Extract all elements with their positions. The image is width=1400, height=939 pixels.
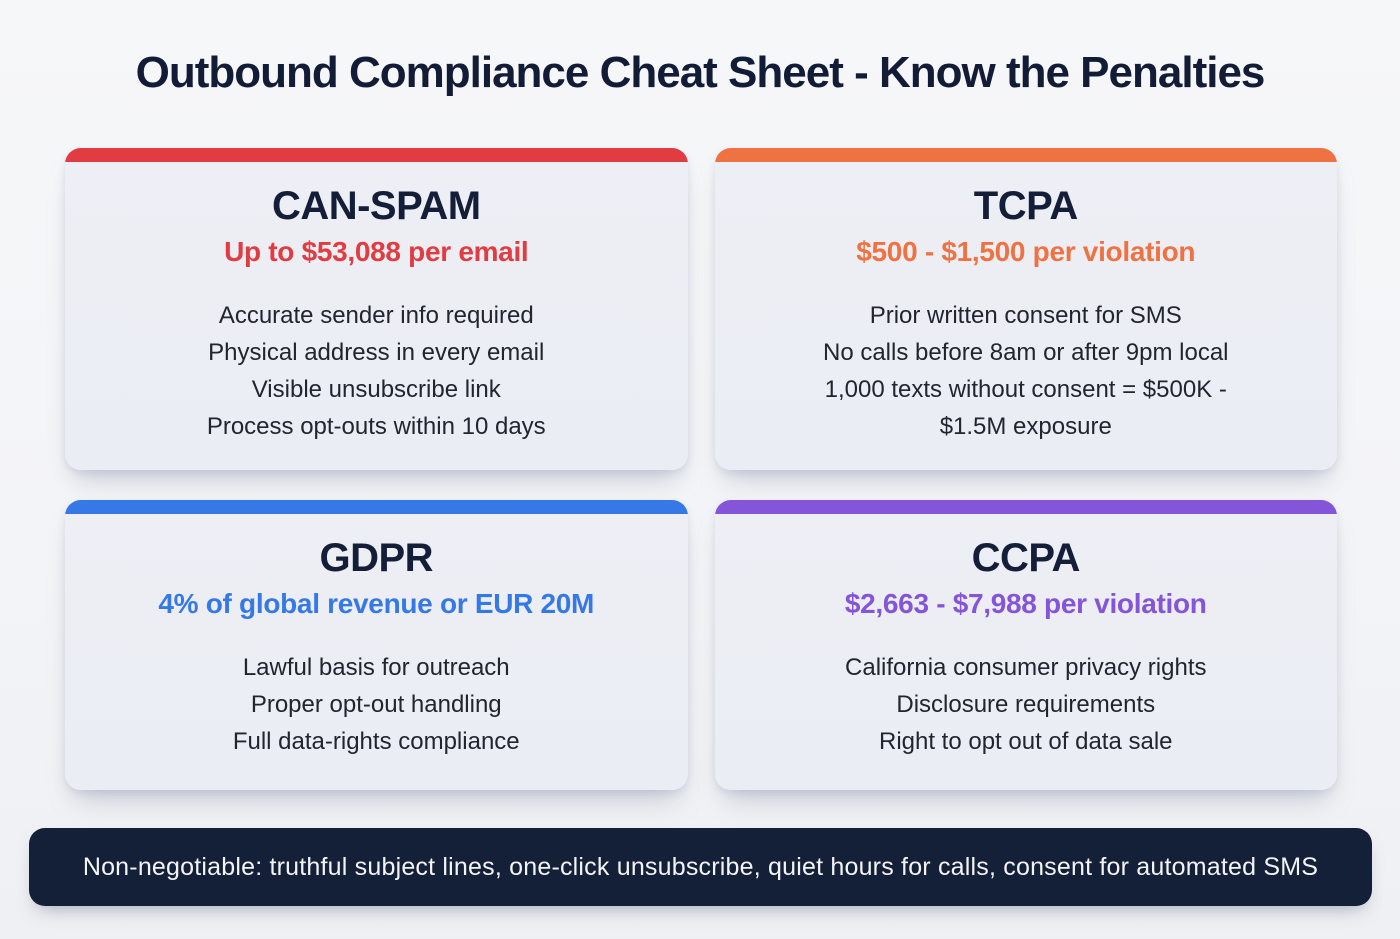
card-gdpr: GDPR 4% of global revenue or EUR 20M Law… [65,500,688,790]
can-spam-points: Accurate sender info required Physical a… [177,297,576,445]
gdpr-title: GDPR [319,536,434,580]
tcpa-point-continued: $1.5M exposure [939,412,1112,440]
gdpr-accent-bar [65,500,688,514]
ccpa-point: California consumer privacy rights [845,653,1207,681]
gdpr-point: Lawful basis for outreach [242,653,510,681]
tcpa-points: Prior written consent for SMS No calls b… [793,297,1259,445]
gdpr-penalty: 4% of global revenue or EUR 20M [158,588,595,619]
ccpa-points: California consumer privacy rights Discl… [815,649,1236,760]
card-can-spam: CAN-SPAM Up to $53,088 per email Accurat… [65,148,688,470]
ccpa-penalty: $2,663 - $7,988 per violation [844,588,1207,619]
page-title: Outbound Compliance Cheat Sheet - Know t… [135,48,1266,97]
can-spam-penalty: Up to $53,088 per email [224,236,529,267]
footer-note: Non-negotiable: truthful subject lines, … [82,852,1319,881]
tcpa-point: Prior written consent for SMS [869,301,1182,329]
card-tcpa: TCPA $500 - $1,500 per violation Prior w… [714,148,1337,470]
gdpr-point: Full data-rights compliance [232,727,520,755]
footer-bar: Non-negotiable: truthful subject lines, … [29,828,1372,906]
tcpa-accent-bar [714,148,1337,162]
gdpr-point: Proper opt-out handling [250,690,502,718]
ccpa-point: Right to opt out of data sale [878,727,1173,755]
can-spam-accent-bar [65,148,688,162]
card-ccpa: CCPA $2,663 - $7,988 per violation Calif… [714,500,1337,790]
can-spam-point: Visible unsubscribe link [251,375,501,403]
can-spam-point: Physical address in every email [208,338,545,366]
can-spam-point: Accurate sender info required [218,301,534,329]
penalty-card-grid: CAN-SPAM Up to $53,088 per email Accurat… [65,148,1337,790]
tcpa-title: TCPA [973,184,1078,228]
can-spam-title: CAN-SPAM [271,184,481,228]
tcpa-penalty: $500 - $1,500 per violation [856,236,1196,267]
gdpr-points: Lawful basis for outreach Proper opt-out… [203,649,550,760]
ccpa-accent-bar [714,500,1337,514]
tcpa-point: No calls before 8am or after 9pm local [822,338,1229,366]
can-spam-point: Process opt-outs within 10 days [206,412,546,440]
ccpa-point: Disclosure requirements [896,690,1156,718]
tcpa-point: 1,000 texts without consent = $500K - [824,375,1227,403]
ccpa-title: CCPA [971,536,1081,580]
